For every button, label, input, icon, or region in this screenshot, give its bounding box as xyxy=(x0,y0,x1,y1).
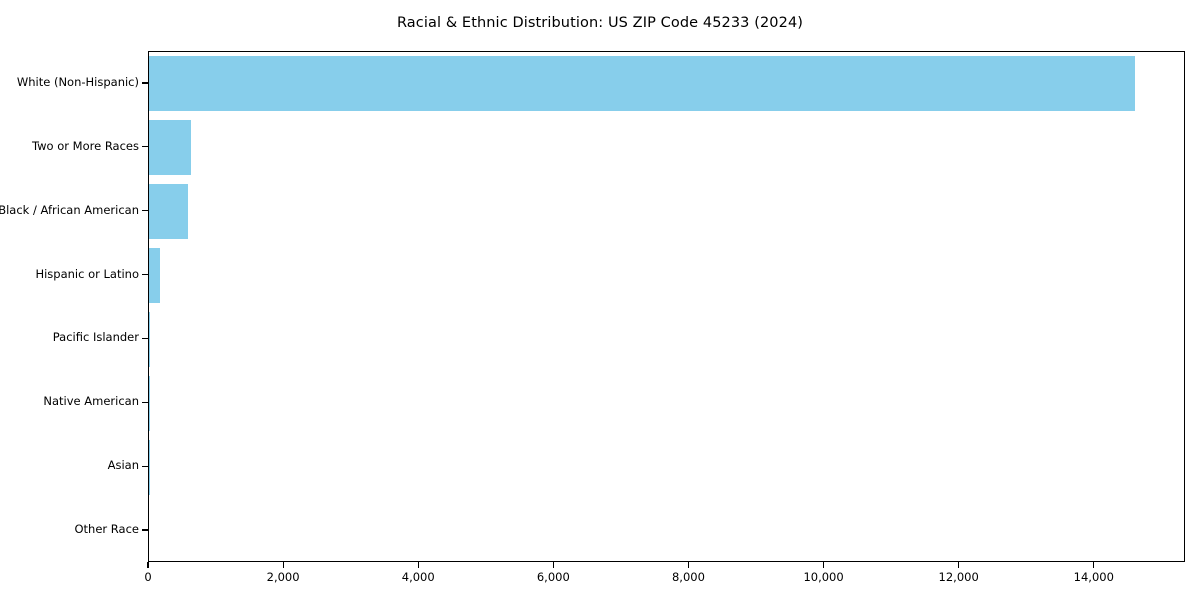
bar-series xyxy=(149,52,1184,561)
x-axis-tick-label: 10,000 xyxy=(803,570,844,584)
bar xyxy=(149,184,189,240)
y-axis-tick-mark xyxy=(142,146,148,148)
y-axis-tick-label: Hispanic or Latino xyxy=(35,266,139,281)
x-axis-tick-mark xyxy=(417,562,419,568)
x-axis-tick-mark xyxy=(552,562,554,568)
x-axis-tick-label: 14,000 xyxy=(1073,570,1114,584)
y-axis-tick-label: Black / African American xyxy=(0,202,139,217)
y-axis-tick-label: White (Non-Hispanic) xyxy=(16,74,139,89)
y-axis-tick-label: Native American xyxy=(43,394,139,409)
x-axis-tick-mark xyxy=(958,562,960,568)
x-axis: 0 2,000 4,000 6,000 8,000 10,000 12,000 14,000 xyxy=(144,562,1185,600)
y-axis-tick-mark xyxy=(142,529,148,531)
y-axis-tick-mark xyxy=(142,337,148,340)
chart-title: Racial & Ethnic Distribution: US ZIP Cod… xyxy=(396,15,804,31)
bar xyxy=(149,56,1136,112)
y-axis-tick-label: Pacific Islander xyxy=(52,330,139,345)
y-axis: White (Non-Hispanic) Two or More Races Bla… xyxy=(0,51,148,562)
y-axis-tick-label: Asian xyxy=(107,458,139,473)
x-axis-tick-label: 6,000 xyxy=(536,570,570,584)
x-axis-tick-label: 0 xyxy=(144,570,152,584)
x-axis-tick-mark xyxy=(147,562,149,568)
y-axis-tick-mark xyxy=(142,82,148,84)
x-axis-tick-mark xyxy=(822,562,825,568)
bar xyxy=(149,248,160,304)
x-axis-tick-label: 12,000 xyxy=(938,570,979,584)
bar xyxy=(149,311,151,367)
y-axis-tick-mark xyxy=(142,401,148,403)
plot-area xyxy=(148,51,1185,562)
y-axis-tick-mark xyxy=(142,273,148,276)
x-axis-tick-label: 2,000 xyxy=(266,570,300,584)
x-axis-tick-mark xyxy=(687,562,690,568)
y-axis-tick-mark xyxy=(142,465,148,467)
x-axis-tick-mark xyxy=(1093,562,1095,568)
y-axis-tick-label: Other Race xyxy=(74,522,140,537)
bar xyxy=(149,120,191,176)
y-axis-tick-mark xyxy=(142,210,148,212)
x-axis-tick-label: 4,000 xyxy=(401,570,435,584)
y-axis-tick-label: Two or More Races xyxy=(32,138,139,153)
x-axis-tick-mark xyxy=(282,562,284,568)
bar xyxy=(149,375,150,431)
x-axis-tick-label: 8,000 xyxy=(671,570,705,584)
